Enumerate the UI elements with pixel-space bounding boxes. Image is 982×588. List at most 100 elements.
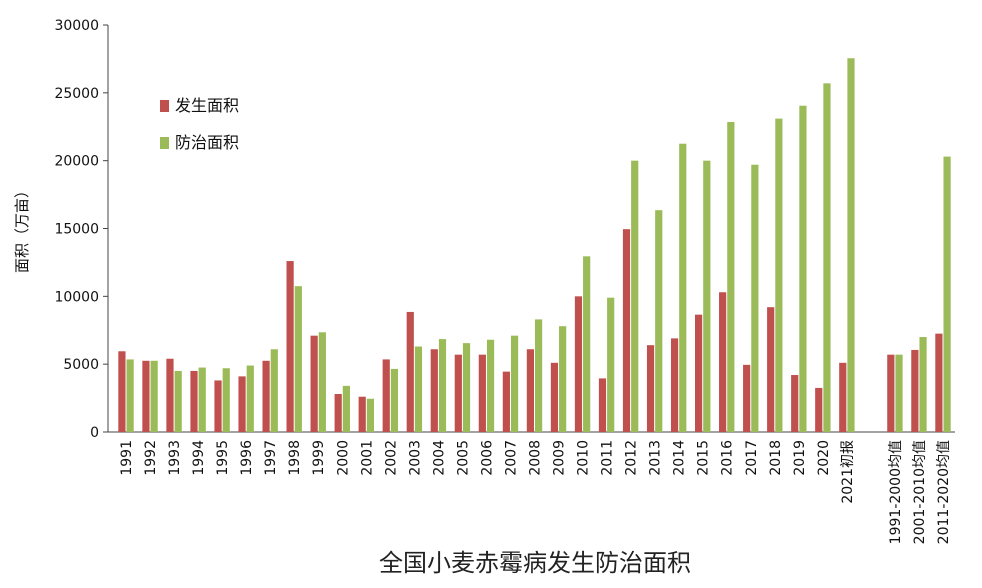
x-tick-label: 2019 — [792, 440, 808, 476]
bar-occurrence-area — [238, 376, 246, 432]
bar-control-area — [366, 398, 374, 432]
y-axis-title: 面积（万亩） — [13, 183, 31, 273]
bar-control-area — [414, 346, 423, 432]
x-tick-label: 2009 — [552, 440, 568, 476]
bar-control-area — [318, 332, 326, 432]
x-tick-label: 1999 — [311, 440, 327, 476]
bar-occurrence-area — [310, 335, 318, 432]
bar-control-area — [631, 160, 639, 432]
x-tick-label: 1998 — [287, 440, 303, 476]
x-tick-label: 2001-2010均值 — [912, 440, 928, 544]
bar-control-area — [535, 319, 543, 432]
x-tick-label: 2005 — [455, 440, 471, 476]
x-tick-label: 2011 — [600, 440, 616, 476]
bar-control-area — [679, 143, 687, 433]
bar-control-area — [799, 105, 807, 432]
bars — [118, 58, 951, 433]
y-tick-label: 20000 — [54, 154, 99, 170]
bar-control-area — [486, 339, 495, 432]
bar-control-area — [943, 156, 951, 432]
bar-control-area — [246, 365, 254, 432]
legend-label-control: 防治面积 — [175, 133, 239, 152]
bar-control-area — [390, 368, 399, 432]
bar-occurrence-area — [743, 364, 751, 432]
x-tick-label: 2014 — [672, 440, 688, 476]
bar-control-area — [462, 343, 471, 432]
bar-occurrence-area — [166, 358, 174, 432]
bar-occurrence-area — [430, 349, 438, 432]
y-tick-label: 10000 — [54, 289, 99, 305]
bar-control-area — [222, 368, 230, 432]
bar-occurrence-area — [502, 371, 510, 432]
bar-control-area — [559, 326, 567, 432]
bar-control-area — [150, 360, 158, 432]
chart-title: 全国小麦赤霉病发生防治面积 — [379, 549, 691, 577]
x-tick-label: 2000 — [335, 440, 351, 476]
x-tick-label: 2021初报 — [839, 440, 856, 504]
x-tick-label: 2007 — [503, 440, 519, 476]
x-tick-label: 2010 — [576, 440, 592, 476]
bar-occurrence-area — [406, 311, 414, 432]
x-tick-label: 2015 — [696, 440, 712, 476]
bar-occurrence-area — [334, 394, 342, 432]
bar-occurrence-area — [839, 362, 847, 432]
bar-occurrence-area — [646, 345, 655, 432]
bar-occurrence-area — [550, 362, 559, 432]
x-tick-label: 2001 — [359, 440, 375, 476]
x-tick-label: 2003 — [407, 440, 423, 476]
bar-occurrence-area — [935, 333, 943, 432]
bar-occurrence-area — [358, 396, 366, 432]
bar-occurrence-area — [767, 307, 775, 432]
bar-occurrence-area — [478, 354, 486, 432]
bar-control-area — [895, 354, 903, 432]
bar-control-area — [751, 164, 759, 432]
bar-control-area — [727, 122, 735, 433]
bar-control-area — [198, 367, 206, 432]
x-tick-label: 1994 — [191, 440, 207, 476]
x-tick-label: 2017 — [744, 440, 760, 476]
bar-control-area — [607, 297, 615, 432]
bar-control-area — [270, 349, 278, 432]
y-tick-label: 25000 — [54, 86, 99, 102]
x-tick-label: 1991-2000均值 — [888, 440, 904, 544]
legend-label-occurrence: 发生面积 — [175, 96, 239, 115]
x-tick-label: 1996 — [239, 440, 255, 476]
y-axis: 0 5000 10000 15000 20000 25000 30000 — [54, 18, 955, 441]
bar-control-area — [655, 210, 663, 432]
bar-occurrence-area — [142, 360, 150, 432]
bar-occurrence-area — [622, 229, 631, 432]
x-tick-label: 2016 — [720, 440, 736, 476]
bar-control-area — [919, 337, 927, 432]
x-tick-label: 1992 — [143, 440, 159, 476]
bar-control-area — [775, 118, 783, 433]
bar-control-area — [823, 83, 831, 432]
bar-occurrence-area — [670, 338, 679, 432]
x-tick-label: 2008 — [528, 440, 544, 476]
bar-control-area — [703, 160, 711, 432]
legend-swatch-control — [160, 137, 169, 149]
bar-control-area — [294, 286, 302, 432]
bar-control-area — [174, 370, 182, 432]
bar-control-area — [847, 58, 855, 432]
bar-occurrence-area — [454, 354, 462, 432]
y-tick-label: 15000 — [54, 222, 99, 238]
bar-occurrence-area — [574, 296, 583, 432]
x-tick-label: 2011-2020均值 — [936, 440, 952, 544]
x-tick-label: 2020 — [816, 440, 832, 476]
bar-occurrence-area — [695, 314, 703, 432]
x-tick-label: 1993 — [167, 440, 183, 476]
bar-control-area — [342, 385, 350, 432]
bar-occurrence-area — [262, 360, 270, 432]
bar-occurrence-area — [214, 380, 222, 432]
legend-swatch-occurrence — [160, 100, 169, 112]
bar-control-area — [583, 256, 591, 432]
x-tick-label: 2012 — [624, 440, 640, 476]
bar-occurrence-area — [286, 261, 294, 432]
bar-occurrence-area — [911, 349, 919, 432]
bar-occurrence-area — [118, 351, 126, 432]
x-tick-labels: 1991 1992 1993 1994 1995 1996 1997 1998 1999 2000… — [119, 440, 952, 544]
bar-occurrence-area — [526, 349, 534, 432]
x-tick-label: 1997 — [263, 440, 279, 476]
bar-occurrence-area — [815, 387, 823, 432]
